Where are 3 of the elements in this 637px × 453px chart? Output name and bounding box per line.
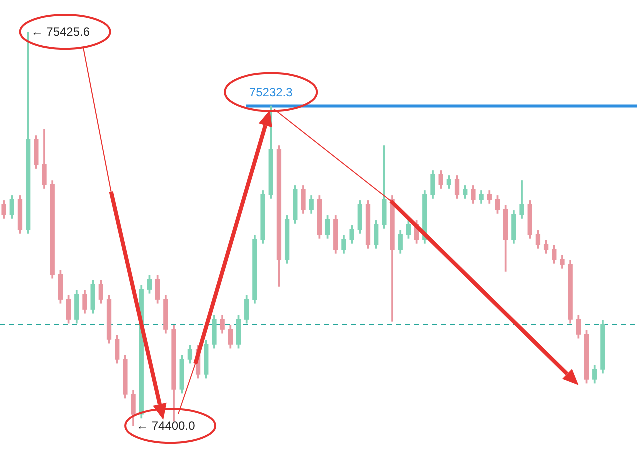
ref-line-label: 75232.3 [249, 85, 294, 100]
annotation: ← 74400.0 [136, 419, 196, 433]
annotation: ← 75425.6 [31, 25, 90, 39]
